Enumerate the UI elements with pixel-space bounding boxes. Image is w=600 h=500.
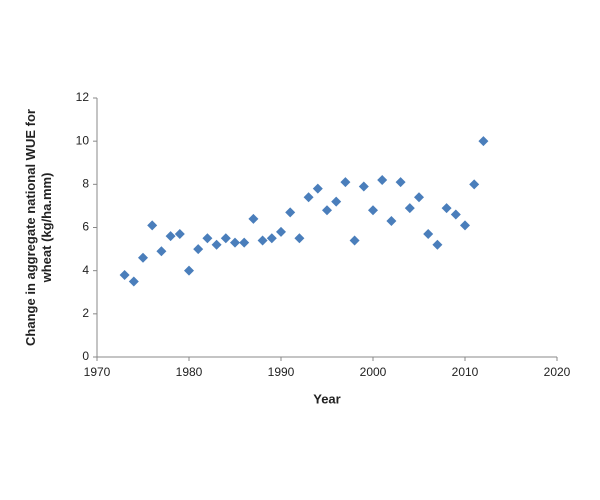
point (138, 252, 148, 263)
point (404, 203, 415, 214)
y-tick-label: 2 (82, 306, 89, 320)
point (156, 246, 167, 257)
point (165, 231, 176, 242)
point (478, 136, 489, 147)
point (147, 220, 158, 231)
point (358, 181, 369, 192)
point (202, 233, 213, 244)
point (450, 209, 461, 220)
y-tick-label: 10 (76, 133, 90, 147)
point (340, 177, 351, 188)
point (276, 226, 286, 237)
point (248, 213, 259, 224)
x-axis-title: Year (313, 391, 340, 406)
point (193, 244, 204, 255)
x-tick-label: 2010 (452, 365, 479, 379)
point (349, 235, 360, 246)
y-axis-title: Change in aggregate national WUE forwhea… (23, 109, 54, 346)
y-tick-label: 4 (82, 263, 89, 277)
x-tick-label: 1980 (176, 365, 203, 379)
point (423, 228, 434, 239)
point (414, 192, 424, 203)
x-tick-label: 2000 (360, 365, 387, 379)
point (432, 239, 443, 250)
point (119, 269, 130, 280)
point (239, 237, 250, 248)
point (395, 177, 406, 188)
y-tick-label: 12 (76, 90, 90, 104)
point (257, 235, 268, 246)
x-tick-label: 1990 (268, 365, 295, 379)
point (184, 265, 194, 276)
point (460, 220, 470, 231)
point (303, 192, 314, 203)
point (220, 233, 231, 244)
x-tick-label: 1970 (84, 365, 111, 379)
point (230, 237, 240, 248)
point (322, 205, 332, 216)
point (368, 205, 378, 216)
point (386, 216, 397, 227)
point (128, 276, 139, 287)
y-tick-label: 8 (82, 177, 89, 191)
point (441, 203, 452, 214)
point (266, 233, 277, 244)
point (211, 239, 222, 250)
point (174, 228, 185, 239)
x-tick-label: 2020 (544, 365, 571, 379)
y-tick-label: 0 (82, 349, 89, 363)
point (312, 183, 323, 194)
point (331, 196, 342, 207)
point (285, 207, 296, 218)
point (294, 233, 305, 244)
y-tick-label: 6 (82, 220, 89, 234)
point (377, 175, 388, 186)
point (469, 179, 480, 190)
